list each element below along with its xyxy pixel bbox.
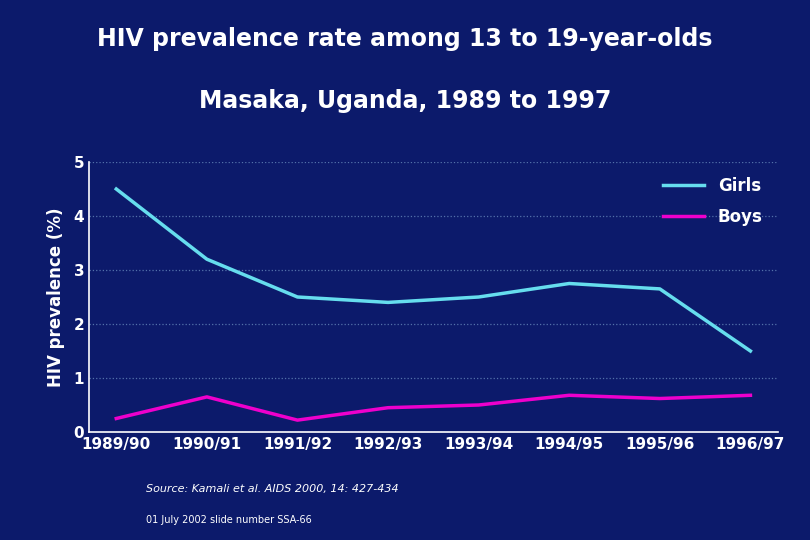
Girls xyxy=(202,256,211,262)
Y-axis label: HIV prevalence (%): HIV prevalence (%) xyxy=(47,207,65,387)
Boys xyxy=(112,415,122,422)
Boys xyxy=(745,392,755,399)
Line: Boys: Boys xyxy=(117,395,750,420)
Girls xyxy=(383,299,393,306)
Girls xyxy=(474,294,484,300)
Text: Masaka, Uganda, 1989 to 1997: Masaka, Uganda, 1989 to 1997 xyxy=(198,89,612,113)
Boys xyxy=(292,417,302,423)
Boys xyxy=(383,404,393,411)
Legend: Girls, Boys: Girls, Boys xyxy=(656,170,770,233)
Girls xyxy=(112,186,122,192)
Boys xyxy=(655,395,665,402)
Boys xyxy=(202,394,211,400)
Girls xyxy=(655,286,665,292)
Text: Source: Kamali et al. AIDS 2000, 14: 427-434: Source: Kamali et al. AIDS 2000, 14: 427… xyxy=(146,484,399,494)
Girls xyxy=(565,280,574,287)
Boys xyxy=(474,402,484,408)
Text: 01 July 2002 slide number SSA-66: 01 July 2002 slide number SSA-66 xyxy=(146,515,312,525)
Line: Girls: Girls xyxy=(117,189,750,351)
Girls xyxy=(292,294,302,300)
Girls xyxy=(745,348,755,354)
Boys xyxy=(565,392,574,399)
Text: HIV prevalence rate among 13 to 19-year-olds: HIV prevalence rate among 13 to 19-year-… xyxy=(97,28,713,51)
